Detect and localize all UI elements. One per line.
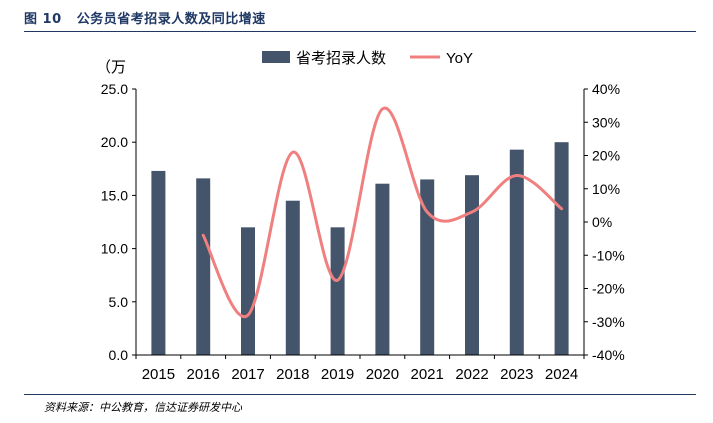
yoy-line	[201, 106, 564, 319]
x-tick-label: 2024	[545, 366, 578, 383]
figure-title-text: 公务员省考招录人数及同比增速	[76, 12, 266, 27]
x-tick-label: 2019	[321, 366, 354, 383]
bars-layer	[151, 142, 569, 355]
bar-2020	[375, 183, 390, 355]
bar-2017	[241, 227, 255, 355]
right-tick-label: -20%	[592, 281, 625, 297]
left-tick-label: 0.0	[109, 347, 129, 363]
legend-line-label: YoY	[446, 50, 473, 67]
bar-2018	[285, 200, 300, 355]
right-tick-label: 10%	[592, 181, 620, 197]
bar-2021	[420, 179, 435, 355]
x-tick-label: 2022	[455, 366, 488, 383]
right-tick-label: 20%	[592, 148, 620, 164]
x-tick-label: 2018	[276, 366, 309, 383]
legend-bar-label: 省考招录人数	[296, 50, 386, 67]
axes-layer: 0.0 5.0 10.0 15.0 20.0 25.0 （万 -40% -30% -20% -10%…	[96, 59, 625, 383]
x-tick-label: 2020	[366, 366, 399, 383]
source-rule	[24, 394, 696, 395]
right-tick-label: -10%	[592, 247, 625, 263]
x-tick-label: 2016	[187, 366, 220, 383]
left-tick-label: 10.0	[101, 241, 128, 257]
bar-2016	[196, 178, 211, 355]
left-tick-label: 20.0	[101, 134, 128, 150]
line-layer	[201, 106, 564, 319]
x-tick-label: 2017	[231, 366, 264, 383]
bar-2015	[151, 170, 166, 355]
bar-2024	[554, 142, 569, 355]
x-tick-label: 2015	[142, 366, 175, 383]
source-note: 资料来源：中公教育，信达证券研发中心	[44, 401, 242, 414]
figure-label: 图 10	[24, 12, 62, 27]
left-axis-unit: （万	[96, 59, 126, 76]
legend-bar-swatch	[262, 51, 290, 63]
title-rule	[24, 31, 696, 32]
bar-2022	[465, 175, 479, 355]
right-tick-label: 40%	[592, 81, 620, 97]
x-tick-label: 2023	[500, 366, 533, 383]
left-tick-label: 25.0	[101, 81, 128, 97]
bar-2023	[509, 149, 524, 355]
left-tick-label: 5.0	[109, 294, 129, 310]
figure-title: 图 10 公务员省考招录人数及同比增速	[24, 8, 266, 27]
left-tick-label: 15.0	[101, 187, 128, 203]
bar-2019	[330, 227, 345, 355]
right-tick-label: -40%	[592, 347, 625, 363]
right-tick-label: 0%	[592, 214, 612, 230]
x-tick-label: 2021	[411, 366, 444, 383]
right-tick-label: 30%	[592, 114, 620, 130]
right-tick-label: -30%	[592, 314, 625, 330]
legend: 省考招录人数 YoY	[262, 50, 473, 67]
